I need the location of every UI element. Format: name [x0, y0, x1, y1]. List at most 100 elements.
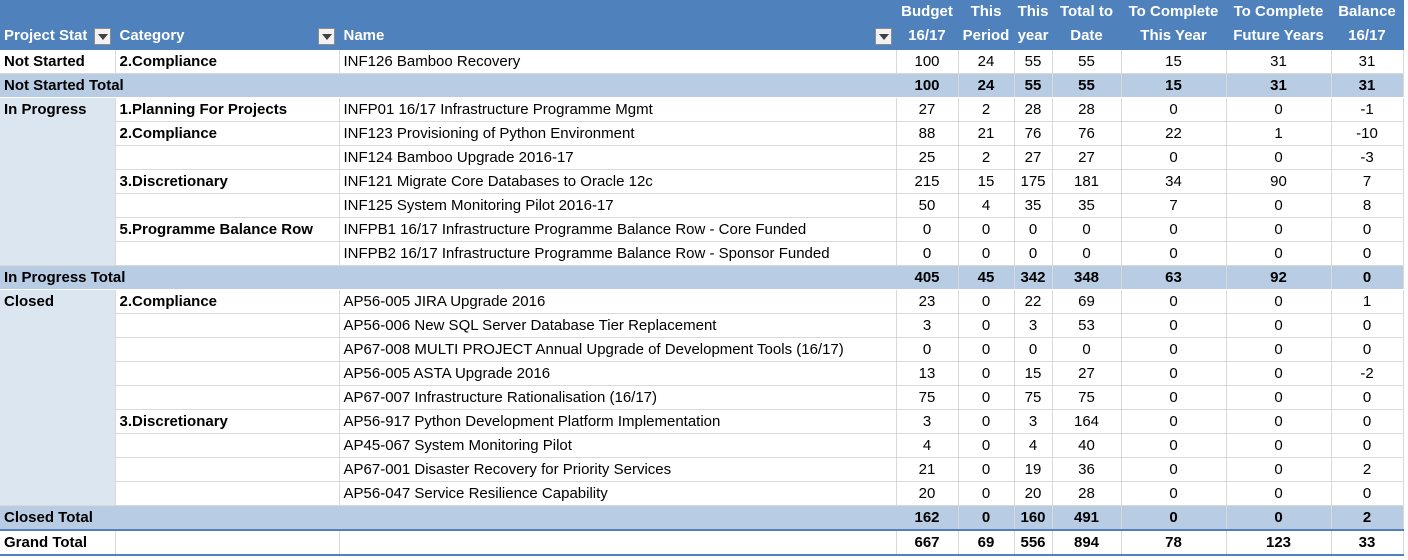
to-complete-year-cell[interactable]: 0: [1121, 337, 1227, 362]
category-cell[interactable]: [115, 241, 340, 266]
name-cell[interactable]: INFP01 16/17 Infrastructure Programme Mg…: [339, 97, 897, 122]
this-year-cell[interactable]: 0: [1014, 217, 1053, 242]
name-cell[interactable]: AP67-007 Infrastructure Rationalisation …: [339, 385, 897, 410]
budget-cell[interactable]: 0: [896, 241, 959, 266]
budget-cell[interactable]: 50: [896, 193, 959, 218]
table-row[interactable]: INF125 System Monitoring Pilot 2016-17 5…: [0, 193, 1404, 218]
category-cell[interactable]: [115, 337, 340, 362]
subtotal-balance[interactable]: 2: [1331, 505, 1404, 531]
status-cell[interactable]: In Progress: [0, 97, 116, 266]
total-to-date-cell[interactable]: 28: [1052, 481, 1122, 506]
table-row[interactable]: AP56-047 Service Resilience Capability 2…: [0, 481, 1404, 506]
category-cell[interactable]: [115, 313, 340, 338]
category-cell[interactable]: [115, 385, 340, 410]
name-cell[interactable]: AP56-005 ASTA Upgrade 2016: [339, 361, 897, 386]
balance-cell[interactable]: 0: [1331, 409, 1404, 434]
to-complete-year-cell[interactable]: 0: [1121, 409, 1227, 434]
total-to-date-cell[interactable]: 181: [1052, 169, 1122, 194]
table-row[interactable]: AP56-006 New SQL Server Database Tier Re…: [0, 313, 1404, 338]
total-to-date-cell[interactable]: 75: [1052, 385, 1122, 410]
to-complete-year-cell[interactable]: 0: [1121, 361, 1227, 386]
total-to-date-cell[interactable]: 0: [1052, 337, 1122, 362]
to-complete-future-cell[interactable]: 0: [1226, 289, 1332, 314]
to-complete-year-cell[interactable]: 15: [1121, 49, 1227, 74]
this-year-cell[interactable]: 76: [1014, 121, 1053, 146]
to-complete-year-cell[interactable]: 0: [1121, 289, 1227, 314]
balance-cell[interactable]: -10: [1331, 121, 1404, 146]
this-year-cell[interactable]: 15: [1014, 361, 1053, 386]
subtotal-this-year[interactable]: 160: [1014, 505, 1053, 531]
subtotal-to-complete-future[interactable]: 31: [1226, 73, 1332, 98]
name-cell[interactable]: INF125 System Monitoring Pilot 2016-17: [339, 193, 897, 218]
this-year-cell[interactable]: 4: [1014, 433, 1053, 458]
this-year-cell[interactable]: 75: [1014, 385, 1053, 410]
this-period-cell[interactable]: 0: [958, 337, 1015, 362]
category-cell[interactable]: 3.Discretionary: [115, 169, 340, 194]
grand-total-row[interactable]: Grand Total 667 69 556 894 78 123 33: [0, 529, 1404, 556]
subtotal-to-complete-future[interactable]: 92: [1226, 265, 1332, 290]
this-period-cell[interactable]: 0: [958, 385, 1015, 410]
name-cell[interactable]: AP56-047 Service Resilience Capability: [339, 481, 897, 506]
subtotal-budget[interactable]: 100: [896, 73, 959, 98]
category-cell[interactable]: 2.Compliance: [115, 121, 340, 146]
this-period-cell[interactable]: 0: [958, 313, 1015, 338]
category-cell[interactable]: 2.Compliance: [115, 289, 340, 314]
this-period-cell[interactable]: 2: [958, 145, 1015, 170]
table-row[interactable]: 3.Discretionary AP56-917 Python Developm…: [0, 409, 1404, 434]
to-complete-year-cell[interactable]: 0: [1121, 313, 1227, 338]
category-cell[interactable]: 2.Compliance: [115, 49, 340, 74]
budget-cell[interactable]: 27: [896, 97, 959, 122]
this-period-cell[interactable]: 0: [958, 457, 1015, 482]
category-cell[interactable]: 1.Planning For Projects: [115, 97, 340, 122]
budget-cell[interactable]: 3: [896, 313, 959, 338]
balance-cell[interactable]: 31: [1331, 49, 1404, 74]
subtotal-total-to-date[interactable]: 55: [1052, 73, 1122, 98]
to-complete-future-cell[interactable]: 0: [1226, 145, 1332, 170]
balance-cell[interactable]: 0: [1331, 385, 1404, 410]
balance-cell[interactable]: 1: [1331, 289, 1404, 314]
subtotal-row[interactable]: In Progress Total 405 45 342 348 63 92 0: [0, 265, 1404, 290]
grand-total-to-complete-year[interactable]: 78: [1121, 529, 1227, 556]
subtotal-to-complete-year[interactable]: 63: [1121, 265, 1227, 290]
subtotal-budget[interactable]: 405: [896, 265, 959, 290]
to-complete-future-cell[interactable]: 0: [1226, 217, 1332, 242]
this-year-cell[interactable]: 28: [1014, 97, 1053, 122]
budget-cell[interactable]: 21: [896, 457, 959, 482]
to-complete-year-cell[interactable]: 0: [1121, 385, 1227, 410]
grand-total-blank[interactable]: [115, 529, 340, 556]
name-cell[interactable]: INF124 Bamboo Upgrade 2016-17: [339, 145, 897, 170]
to-complete-future-cell[interactable]: 0: [1226, 313, 1332, 338]
subtotal-row[interactable]: Closed Total 162 0 160 491 0 0 2: [0, 505, 1404, 531]
category-cell[interactable]: [115, 433, 340, 458]
this-year-cell[interactable]: 55: [1014, 49, 1053, 74]
name-cell[interactable]: AP56-917 Python Development Platform Imp…: [339, 409, 897, 434]
to-complete-future-cell[interactable]: 0: [1226, 409, 1332, 434]
this-year-cell[interactable]: 0: [1014, 337, 1053, 362]
this-year-cell[interactable]: 35: [1014, 193, 1053, 218]
balance-cell[interactable]: 0: [1331, 241, 1404, 266]
subtotal-this-period[interactable]: 45: [958, 265, 1015, 290]
this-period-cell[interactable]: 4: [958, 193, 1015, 218]
subtotal-total-to-date[interactable]: 348: [1052, 265, 1122, 290]
category-cell[interactable]: [115, 193, 340, 218]
balance-cell[interactable]: 0: [1331, 313, 1404, 338]
table-row[interactable]: Closed 2.Compliance AP56-005 JIRA Upgrad…: [0, 289, 1404, 506]
total-to-date-cell[interactable]: 35: [1052, 193, 1122, 218]
this-year-cell[interactable]: 27: [1014, 145, 1053, 170]
budget-cell[interactable]: 23: [896, 289, 959, 314]
to-complete-future-cell[interactable]: 0: [1226, 97, 1332, 122]
total-to-date-cell[interactable]: 27: [1052, 145, 1122, 170]
table-row[interactable]: AP67-001 Disaster Recovery for Priority …: [0, 457, 1404, 482]
table-row[interactable]: 5.Programme Balance Row INFPB1 16/17 Inf…: [0, 217, 1404, 242]
this-period-cell[interactable]: 2: [958, 97, 1015, 122]
to-complete-future-cell[interactable]: 0: [1226, 361, 1332, 386]
subtotal-total-to-date[interactable]: 491: [1052, 505, 1122, 531]
table-row[interactable]: 2.Compliance INF123 Provisioning of Pyth…: [0, 121, 1404, 146]
category-cell[interactable]: [115, 145, 340, 170]
subtotal-label[interactable]: In Progress Total: [0, 265, 897, 290]
name-cell[interactable]: AP67-008 MULTI PROJECT Annual Upgrade of…: [339, 337, 897, 362]
balance-cell[interactable]: 7: [1331, 169, 1404, 194]
budget-cell[interactable]: 100: [896, 49, 959, 74]
total-to-date-cell[interactable]: 69: [1052, 289, 1122, 314]
balance-cell[interactable]: 8: [1331, 193, 1404, 218]
